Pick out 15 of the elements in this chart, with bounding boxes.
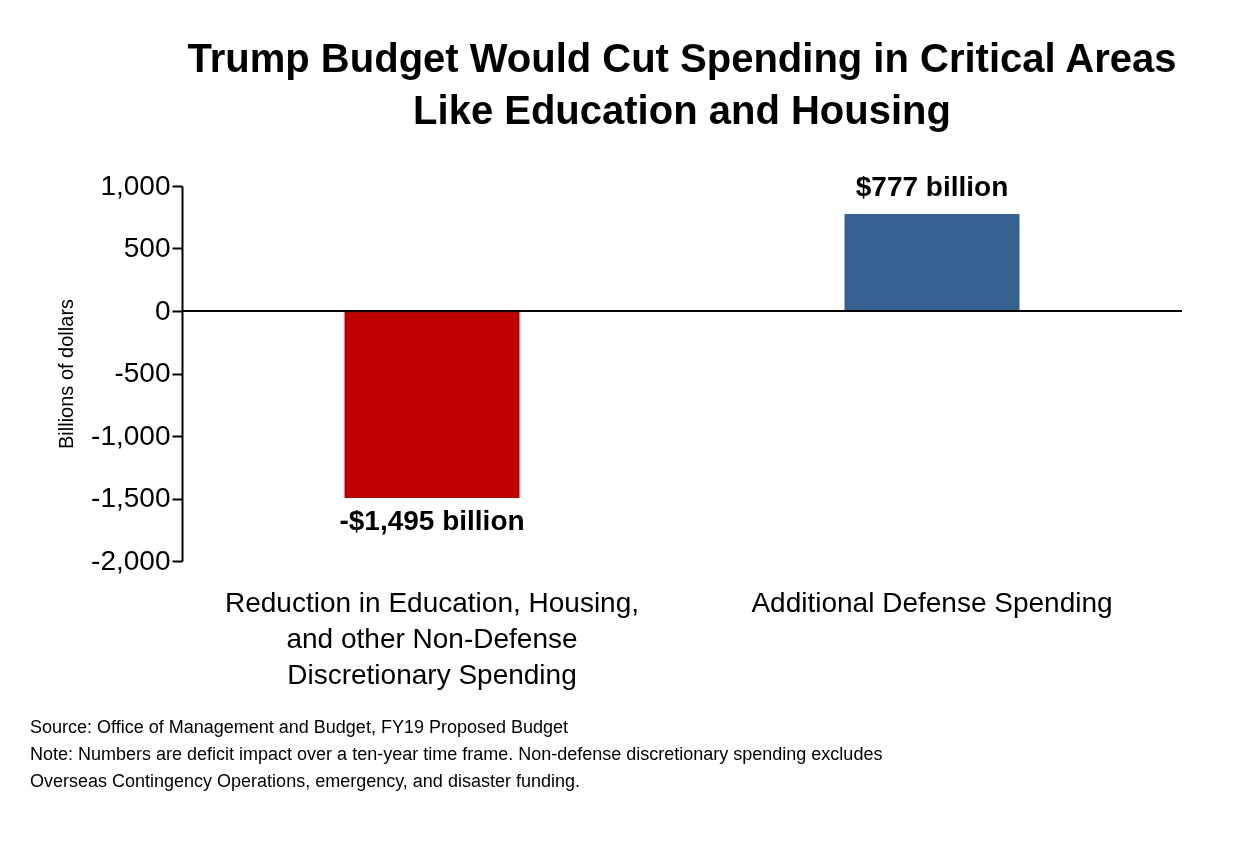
y-tick-label: -1,500 <box>91 482 171 513</box>
data-label: -$1,495 billion <box>339 504 525 536</box>
chart-title: Trump Budget Would Cut Spending in Critical Areas Like Education and Housing <box>187 36 1177 132</box>
x-tick-label: Reduction in Education, Housing, and other Non-Defense Discretionary Spending <box>224 586 640 690</box>
data-label: $777 billion <box>855 170 1009 202</box>
y-tick-label: -2,000 <box>91 544 171 576</box>
y-tick-label: 500 <box>123 232 171 263</box>
y-tick-label: 1,000 <box>100 169 171 201</box>
y-tick-label: 0 <box>154 294 171 326</box>
y-tick-label: -1,000 <box>91 419 171 451</box>
y-tick-label: -500 <box>114 357 171 388</box>
source-note: Source: Office of Management and Budget, FY19 Proposed Budget <box>30 717 569 737</box>
text: Note: Numbers are deficit impact over a ten-year time frame. Non-defense discretionary spending excludes Overseas Contingency Operations, emergency, and disaster funding. <box>30 744 883 791</box>
y-axis-title: Billions of dollars <box>55 298 78 450</box>
x-tick-label: Additional Defense Spending <box>751 586 1113 618</box>
